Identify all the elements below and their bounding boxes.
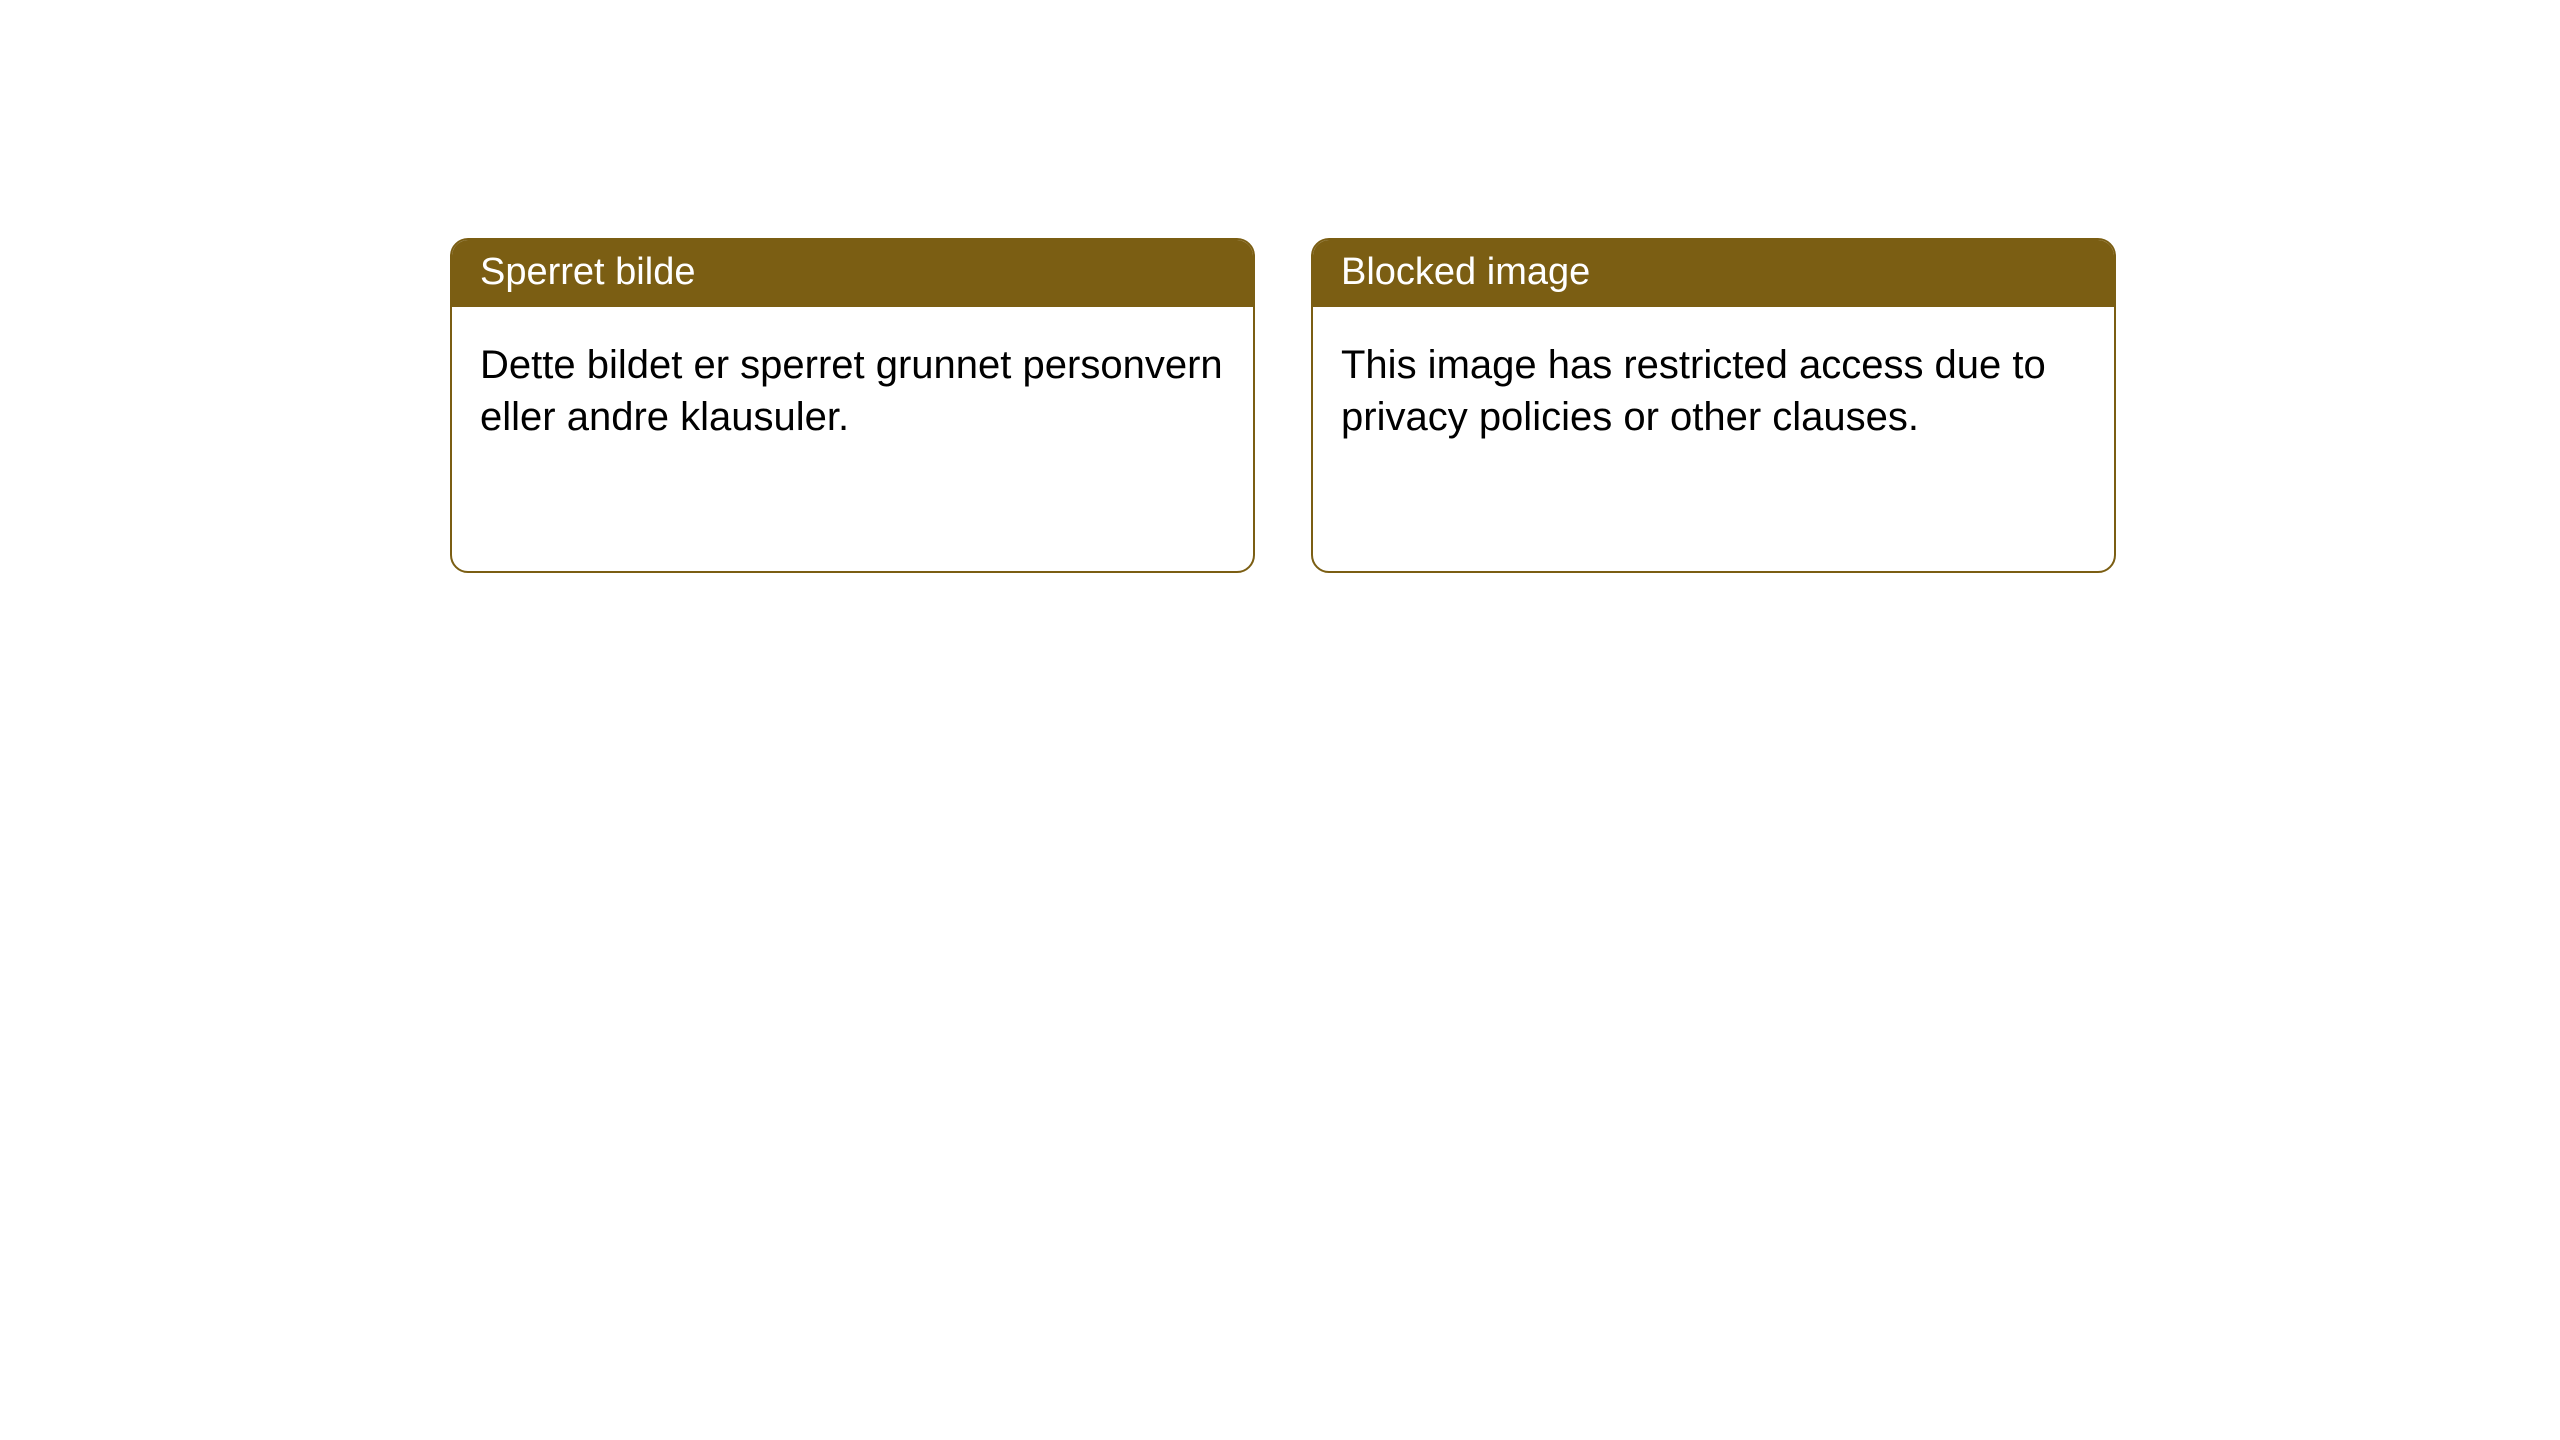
card-body: Dette bildet er sperret grunnet personve… — [452, 307, 1253, 475]
blocked-image-card-norwegian: Sperret bilde Dette bildet er sperret gr… — [450, 238, 1255, 573]
card-title: Sperret bilde — [480, 251, 695, 293]
card-header: Sperret bilde — [452, 240, 1253, 307]
card-body-text: This image has restricted access due to … — [1341, 343, 2046, 439]
card-body: This image has restricted access due to … — [1313, 307, 2114, 475]
cards-container: Sperret bilde Dette bildet er sperret gr… — [0, 0, 2560, 573]
blocked-image-card-english: Blocked image This image has restricted … — [1311, 238, 2116, 573]
card-title: Blocked image — [1341, 251, 1590, 293]
card-body-text: Dette bildet er sperret grunnet personve… — [480, 343, 1223, 439]
card-header: Blocked image — [1313, 240, 2114, 307]
